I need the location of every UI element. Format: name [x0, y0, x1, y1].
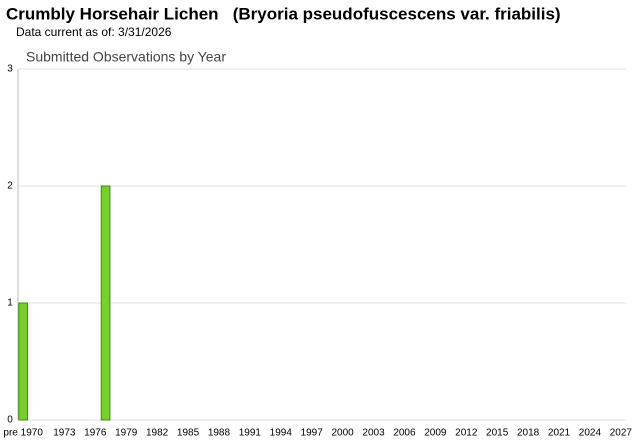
x-tick-label: 1982: [146, 428, 169, 439]
x-tick-label: 2027: [610, 428, 633, 439]
x-tick-label: 2009: [424, 428, 447, 439]
x-tick-label: 1994: [270, 428, 293, 439]
x-tick-label: 1988: [208, 428, 231, 439]
x-tick-label: 2006: [393, 428, 416, 439]
y-tick-label: 0: [7, 415, 13, 426]
x-tick-label: 2024: [579, 428, 602, 439]
data-date: Data current as of: 3/31/2026: [16, 25, 172, 39]
x-tick-label: 1976: [84, 428, 107, 439]
x-tick-label: 1979: [115, 428, 138, 439]
x-tick-label: 2000: [331, 428, 354, 439]
page-title: Crumbly Horsehair Lichen (Bryoria pseudo…: [6, 4, 561, 23]
x-tick-label: 1985: [177, 428, 200, 439]
x-tick-label: pre 1970: [3, 428, 43, 439]
x-tick-label: 1973: [53, 428, 76, 439]
bar: [100, 185, 111, 421]
x-tick-label: 2021: [548, 428, 571, 439]
y-tick-label: 3: [7, 64, 13, 75]
y-tick-label: 1: [7, 298, 13, 309]
y-tick-label: 2: [7, 181, 13, 192]
x-tick-label: 2015: [486, 428, 509, 439]
chart-title: Submitted Observations by Year: [26, 49, 226, 65]
x-tick-label: 1997: [301, 428, 324, 439]
x-tick-label: 2018: [517, 428, 540, 439]
x-tick-label: 1991: [239, 428, 262, 439]
x-tick-label: 2012: [455, 428, 478, 439]
x-tick-label: 2003: [362, 428, 385, 439]
bar: [18, 302, 28, 421]
